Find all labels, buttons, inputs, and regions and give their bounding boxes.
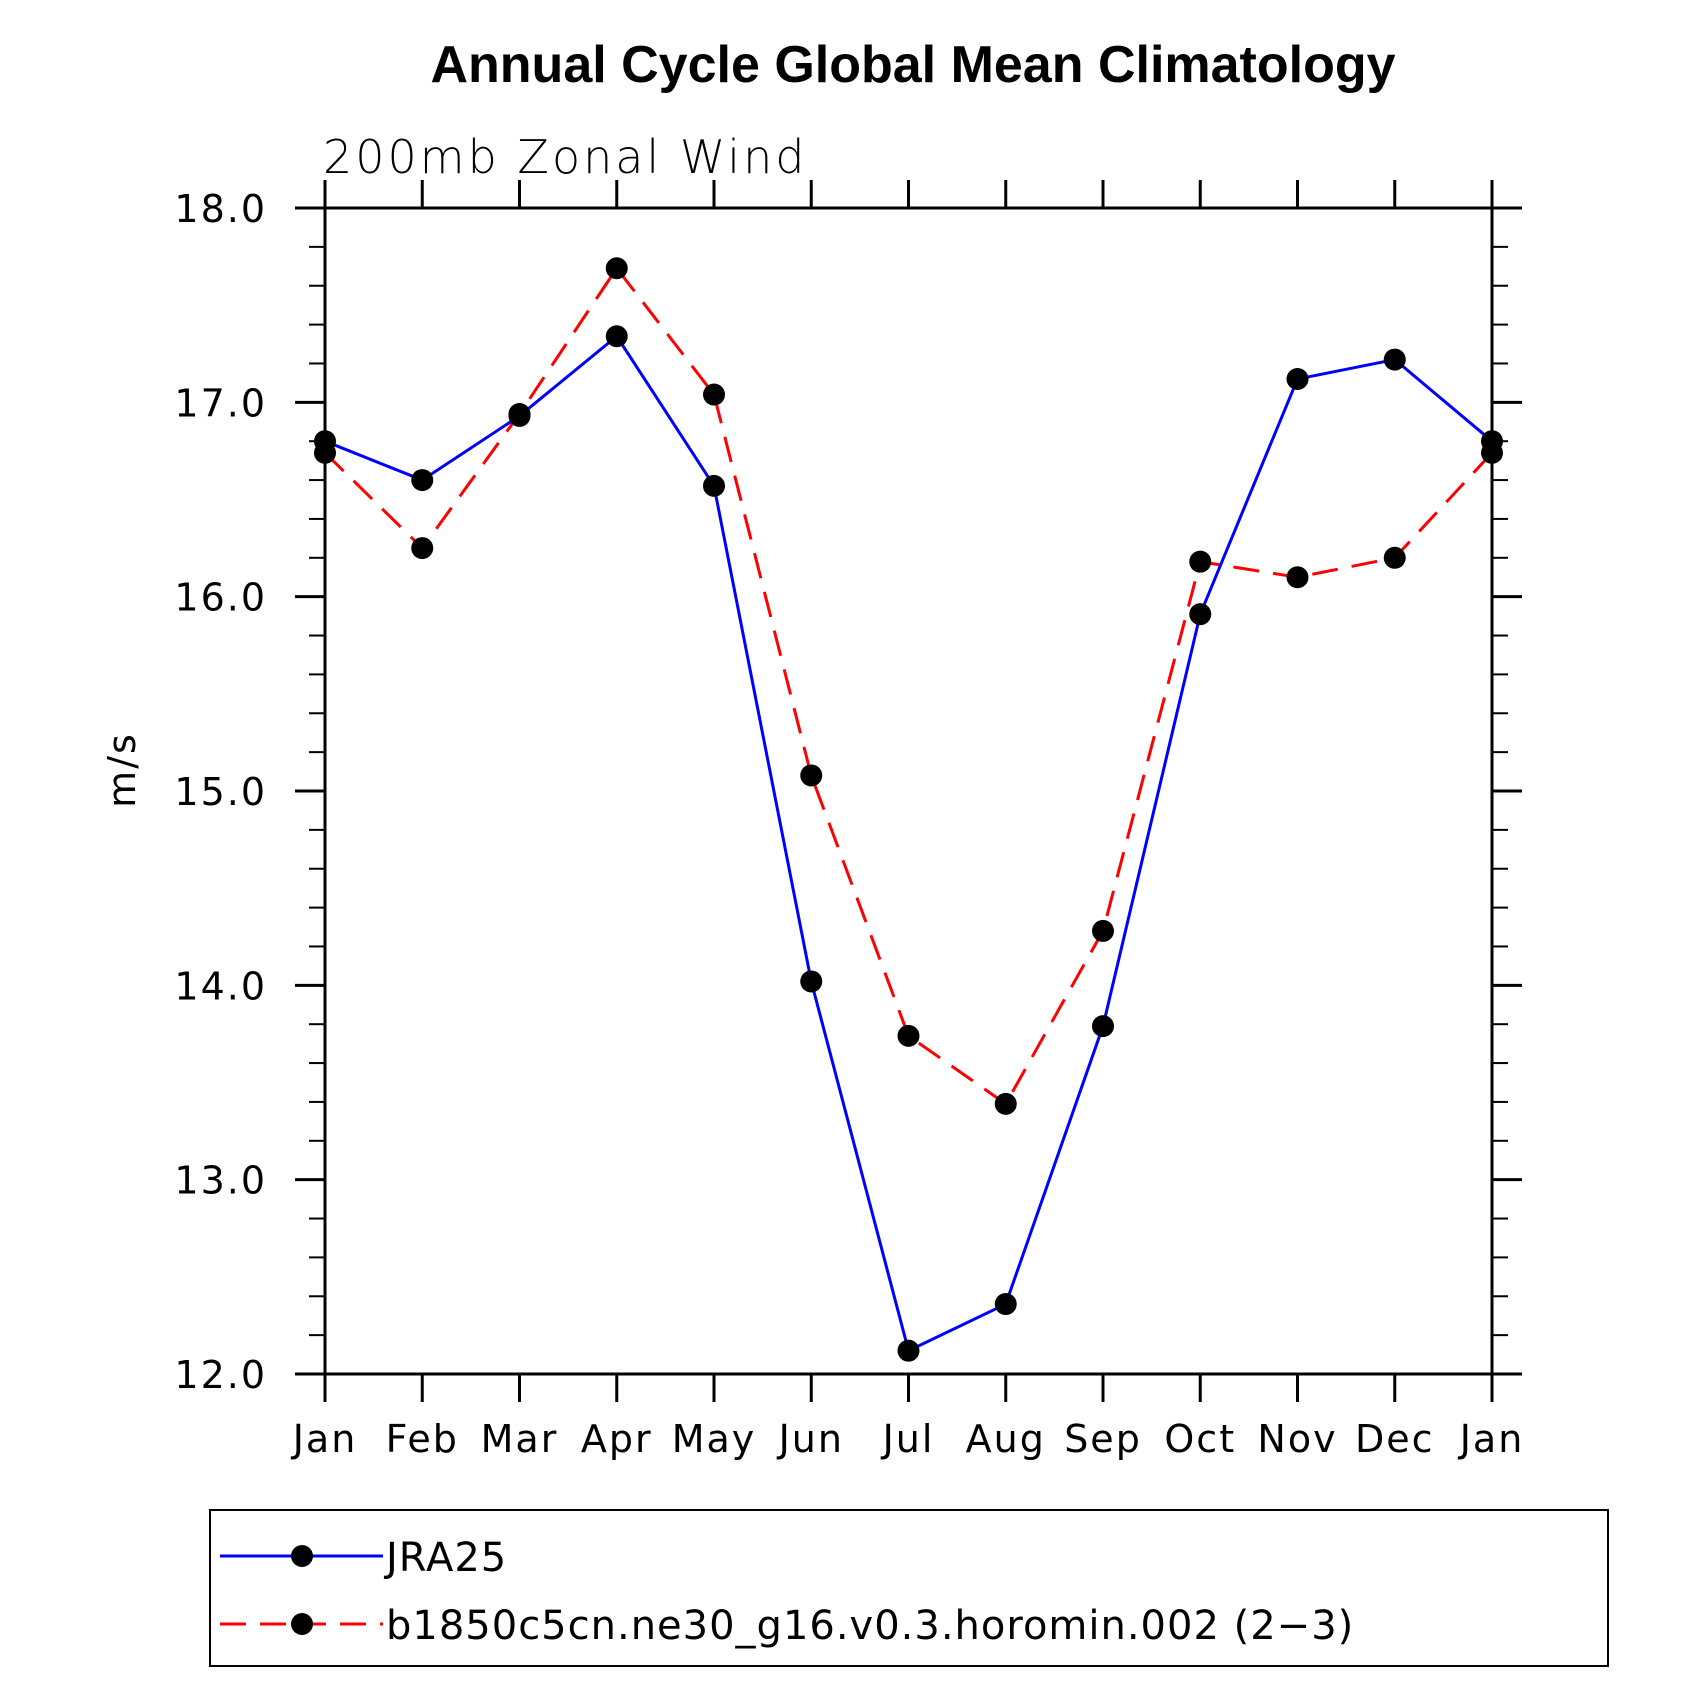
data-point [1092, 1015, 1114, 1038]
data-point [800, 970, 823, 993]
series-line [323, 265, 1494, 1107]
data-point [508, 402, 531, 425]
y-tick-label: 14.0 [174, 964, 267, 1008]
x-tick-label: Apr [581, 1417, 653, 1461]
chart-subtitle: 200mb Zonal Wind [323, 130, 807, 184]
legend-label: b1850c5cn.ne30_g16.v0.3.horomin.002 (2−3… [386, 1603, 1354, 1649]
data-point [897, 1024, 920, 1047]
data-point [1286, 566, 1309, 589]
data-point [411, 469, 434, 492]
data-point [897, 1339, 920, 1362]
data-point [800, 764, 823, 787]
y-axis-label: m/s [100, 732, 144, 808]
x-tick-label: Jul [881, 1417, 935, 1461]
axis-ticks [295, 180, 1522, 1402]
x-tick-label: Aug [966, 1417, 1046, 1461]
x-tick-label: May [672, 1417, 757, 1461]
data-point [1189, 603, 1212, 626]
data-series [314, 257, 1503, 1362]
y-tick-label: 15.0 [174, 770, 267, 814]
data-point [994, 1092, 1017, 1115]
x-tick-label: Sep [1064, 1417, 1142, 1461]
data-point [411, 537, 434, 560]
legend-box [209, 1509, 1609, 1667]
plot-frame [323, 206, 1494, 1376]
x-tick-label: Feb [386, 1417, 459, 1461]
data-point [1189, 550, 1212, 573]
y-tick-labels: 12.0 13.0 14.0 15.0 16.0 17.0 18.0 [174, 187, 267, 1397]
y-tick-label: 16.0 [174, 576, 267, 620]
data-point [1383, 546, 1406, 569]
data-point [605, 257, 628, 280]
data-point [703, 383, 725, 406]
chart-title: Annual Cycle Global Mean Climatology [430, 36, 1395, 94]
data-point [605, 325, 628, 348]
data-point [703, 474, 725, 497]
x-tick-label: Dec [1355, 1417, 1435, 1461]
data-point [994, 1293, 1017, 1316]
legend: JRA25 b1850c5cn.ne30_g16.v0.3.horomin.002… [209, 1509, 1609, 1667]
y-tick-label: 12.0 [174, 1353, 267, 1397]
x-tick-label: Jan [1458, 1417, 1525, 1461]
legend-swatch-marker [291, 1613, 313, 1635]
legend-label: JRA25 [383, 1535, 507, 1581]
legend-swatch-marker [291, 1545, 313, 1567]
data-point [1092, 919, 1114, 942]
y-tick-label: 18.0 [174, 187, 267, 231]
data-point [1286, 368, 1309, 391]
x-tick-label: Nov [1257, 1417, 1337, 1461]
x-tick-labels: Jan Feb Mar Apr May Jun Jul Aug Sep Oct Nov Dec Jan [291, 1417, 1525, 1461]
y-tick-label: 13.0 [174, 1159, 267, 1203]
x-tick-label: Jan [291, 1417, 358, 1461]
y-tick-label: 17.0 [174, 381, 267, 425]
x-tick-label: Oct [1164, 1417, 1236, 1461]
x-tick-label: Jun [777, 1417, 844, 1461]
series-line [324, 334, 1493, 1353]
x-tick-label: Mar [481, 1417, 559, 1461]
data-point [1383, 348, 1406, 371]
